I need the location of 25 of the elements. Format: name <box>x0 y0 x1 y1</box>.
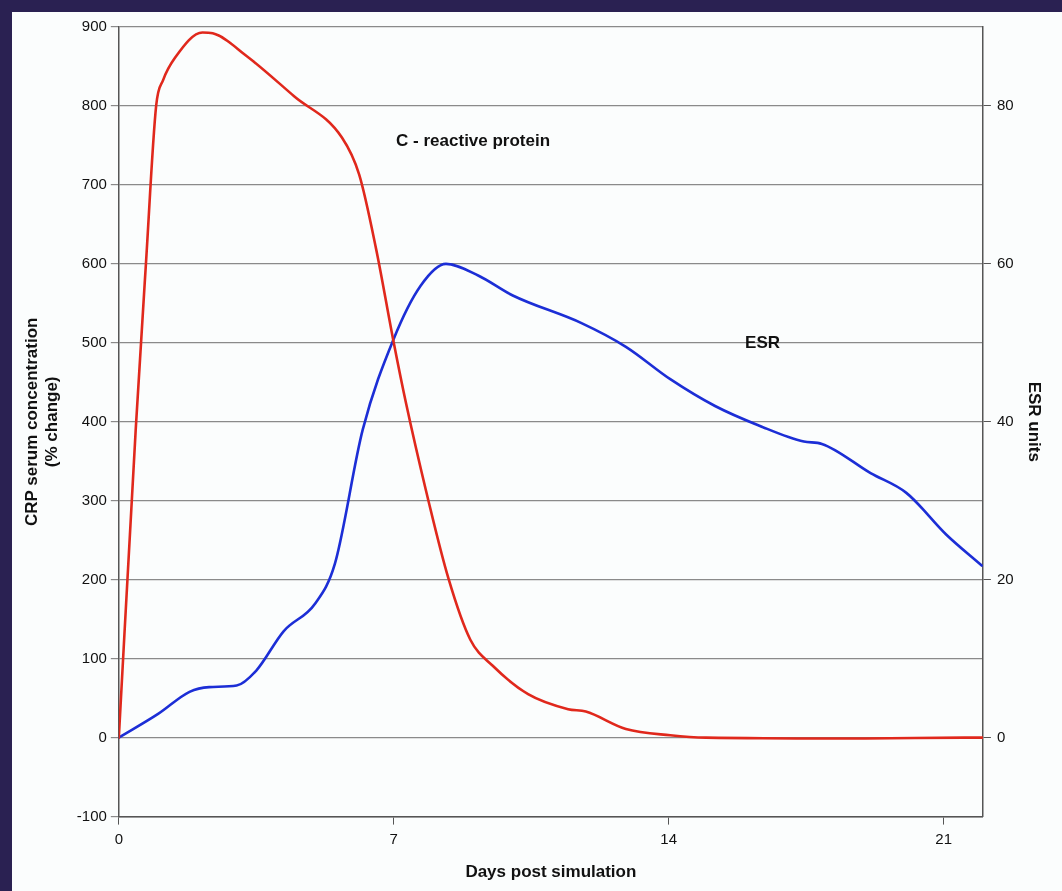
y-tick-label: 0 <box>98 727 107 745</box>
y-tick-label: 200 <box>81 569 107 587</box>
y-tick-label: 700 <box>81 175 107 193</box>
x-tick-label: 21 <box>935 829 952 847</box>
x-axis-title: Days post simulation <box>465 862 637 882</box>
annotation: ESR <box>745 332 781 352</box>
y-tick-label: 600 <box>81 254 107 272</box>
x-tick-label: 7 <box>389 829 398 847</box>
y-axis-title: CRP serum concentration (% change) <box>21 317 62 527</box>
annotation: C - reactive protein <box>396 131 551 151</box>
y2-tick-label: 40 <box>996 411 1014 429</box>
y-tick-label: 400 <box>81 411 107 429</box>
y2-tick-label: 20 <box>996 569 1014 587</box>
y-tick-label: 900 <box>81 17 107 35</box>
y-tick-label: -100 <box>76 806 107 824</box>
x-tick-label: 0 <box>114 829 123 847</box>
y-tick-label: 300 <box>81 490 107 508</box>
y-tick-label: 800 <box>81 96 107 114</box>
y2-tick-label: 60 <box>996 254 1014 272</box>
y-tick-label: 500 <box>81 332 107 350</box>
x-tick-label: 14 <box>660 829 678 847</box>
y2-tick-label: 0 <box>996 727 1006 745</box>
y-tick-label: 100 <box>81 648 107 666</box>
y2-tick-label: 80 <box>996 96 1014 114</box>
y2-axis-title: ESR units <box>1025 381 1045 462</box>
